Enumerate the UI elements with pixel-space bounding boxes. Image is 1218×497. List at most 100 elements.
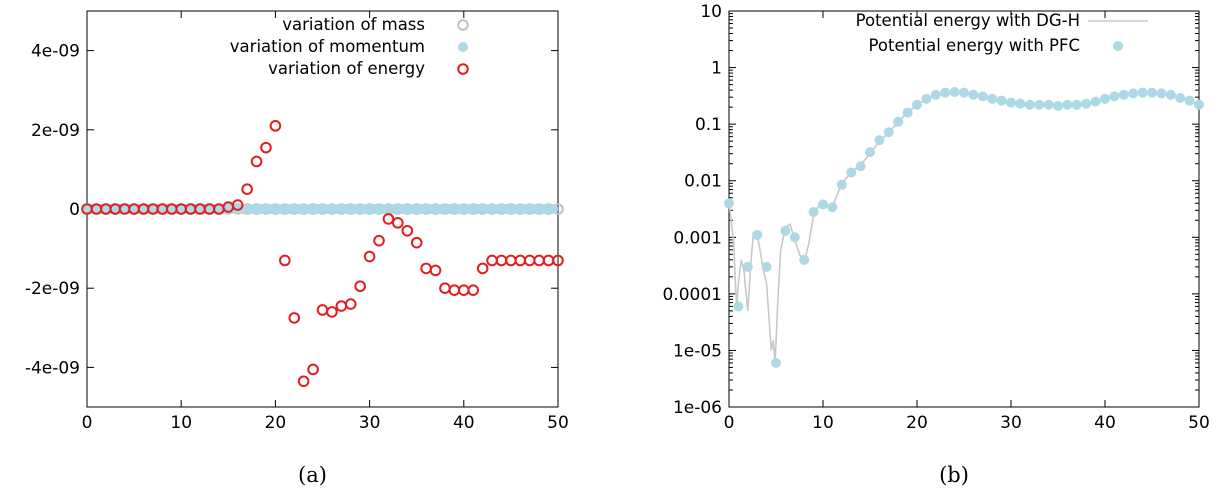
data-point [724,198,734,209]
data-point [1147,87,1157,98]
data-point [808,206,819,217]
x-tick-label: 0 [82,413,93,433]
data-point [392,217,404,229]
data-point [893,116,904,127]
legend-swatch [1113,41,1123,51]
data-point [1071,99,1082,110]
y-tick-label: 0.1 [695,115,722,135]
data-point [1006,97,1016,108]
y-tick-label: 1e-05 [673,341,722,361]
data-point [1015,98,1026,109]
data-point [1118,89,1129,100]
data-point [476,262,489,275]
data-point [429,264,442,277]
x-tick-label: 20 [906,413,928,433]
y-tick-label: 0.0001 [663,285,722,305]
legend-label: variation of mass [282,15,425,34]
x-tick-label: 30 [359,413,381,433]
x-tick-label: 0 [724,413,735,433]
legend-label: variation of energy [268,59,425,78]
y-tick-label: 0 [69,200,80,220]
y-tick-label: 2e-09 [31,121,80,141]
data-point [279,254,291,267]
data-point [921,93,932,104]
y-tick-label: 0.001 [673,228,722,248]
data-point [1081,98,1092,109]
data-point [1053,100,1063,111]
data-point [523,254,536,267]
data-point [1156,88,1167,99]
data-point [902,107,913,118]
data-point [1175,92,1186,103]
data-point [542,254,555,267]
legend-swatch [458,42,468,52]
series-1 [728,91,1200,364]
chart-a: 0 10 20 30 40 50 -4e-09 -2e-09 0 2e-09 4e-09 variat… [25,10,569,487]
data-point [1109,91,1120,102]
data-point [420,262,432,275]
data-point [231,199,244,211]
data-point [410,236,423,249]
data-point [439,282,451,295]
y-tick-label: 10 [700,2,722,22]
x-tick-label: 40 [1094,413,1116,433]
legend-label: Potential energy with PFC [869,36,1080,55]
series-3 [81,120,564,388]
data-point [335,300,348,312]
data-point [533,254,545,267]
legend-swatch [457,63,469,75]
data-point [761,261,772,272]
data-point [307,363,319,376]
data-point [836,179,847,190]
data-point [1194,99,1204,110]
data-point [846,167,857,178]
x-tick-label: 20 [265,413,287,433]
data-point [1034,99,1045,110]
data-point [987,93,998,104]
data-point [733,301,744,312]
data-point [949,86,960,97]
data-point [505,254,517,267]
data-point [742,261,753,272]
data-point [373,234,385,247]
data-point [1137,87,1148,98]
x-tick-label: 40 [453,413,475,433]
data-point [799,254,810,265]
data-point [1128,88,1139,99]
data-point [1024,99,1035,110]
series-2 [82,204,559,214]
data-point [1090,96,1101,107]
legend-label: Potential energy with DG-H [856,11,1080,30]
data-point [959,87,969,98]
data-point [1043,99,1054,110]
data-point [363,250,376,263]
data-point [1100,93,1110,104]
x-tick-label: 50 [547,413,569,433]
data-point [771,357,781,368]
data-point [448,284,461,296]
y-tick-label: 1e-06 [673,398,722,418]
data-point [1062,99,1073,110]
data-point [250,155,263,168]
data-point [486,254,498,267]
data-point [1184,95,1195,106]
y-tick-label: 0.01 [684,172,722,192]
chart-b: 0 10 20 30 40 50 1e-06 1e-05 0.0001 0.001 0.01 0.1 1… [663,2,1210,487]
x-tick-label: 30 [1000,413,1022,433]
data-point [827,202,838,213]
y-tick-label: -4e-09 [25,358,80,378]
y-tick-label: -2e-09 [25,279,80,299]
data-point [548,204,559,214]
data-point [241,183,253,195]
data-point [354,280,366,293]
data-point [865,147,875,158]
figure-caption: (b) [939,463,969,487]
y-tick-label: 4e-09 [31,42,80,62]
figure-caption: (a) [298,463,327,487]
data-point [818,199,828,210]
data-point [288,312,301,324]
data-point [752,229,763,240]
data-point [780,225,791,236]
data-point [883,127,894,138]
